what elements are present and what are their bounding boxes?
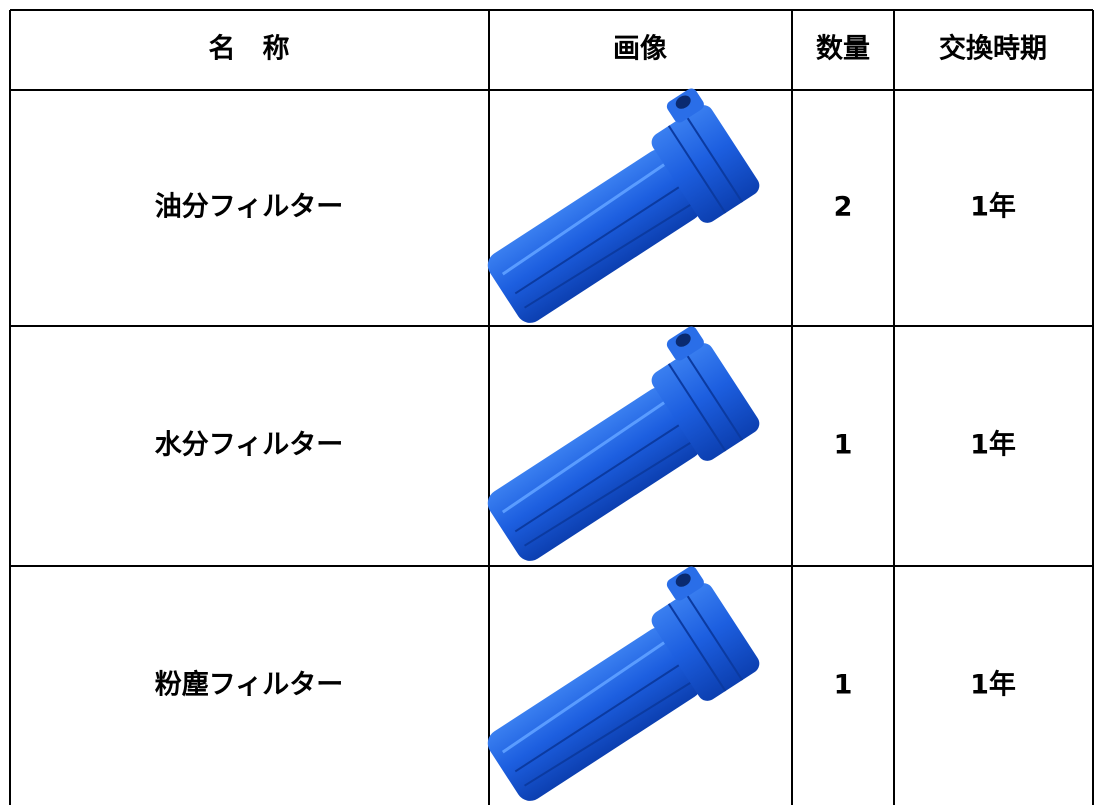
quantity-cell: 1 bbox=[834, 430, 853, 461]
quantity-cell: 2 bbox=[834, 192, 853, 223]
name-cell: 粉塵フィルター bbox=[155, 669, 343, 701]
period-cell: 1年 bbox=[970, 669, 1016, 701]
name-cell: 油分フィルター bbox=[155, 192, 343, 223]
name-cell: 水分フィルター bbox=[155, 430, 343, 461]
table-borders bbox=[9, 9, 1094, 805]
quantity-cell: 1 bbox=[834, 670, 853, 701]
filter-image bbox=[463, 83, 765, 340]
filter-image bbox=[463, 561, 765, 805]
header-cell: 画像 bbox=[613, 34, 667, 65]
header-cell: 名 称 bbox=[209, 33, 290, 65]
header-cell: 交換時期 bbox=[939, 33, 1047, 65]
filter-image bbox=[463, 321, 765, 578]
period-cell: 1年 bbox=[970, 191, 1016, 223]
period-cell: 1年 bbox=[970, 429, 1016, 461]
header-cell: 数量 bbox=[816, 34, 870, 65]
